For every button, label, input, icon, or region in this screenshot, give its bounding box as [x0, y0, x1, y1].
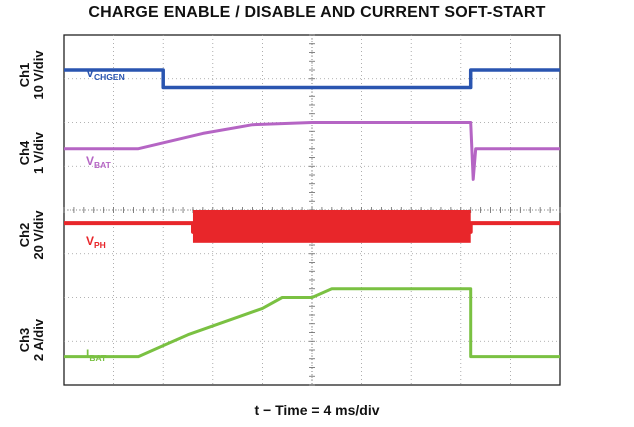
x-axis-label: t − Time = 4 ms/div — [254, 402, 380, 418]
trace-vbat — [64, 121, 560, 181]
ch2-axis-label: Ch2 20 V/div — [17, 190, 48, 280]
label-v-bat: VBAT — [86, 154, 112, 170]
ch4-axis-label: Ch4 1 V/div — [17, 108, 48, 198]
ch1-id: Ch1 — [17, 62, 32, 88]
ch2-id: Ch2 — [17, 222, 32, 248]
ch3-id: Ch3 — [17, 327, 32, 353]
ch4-id: Ch4 — [17, 140, 32, 166]
trace-vchgen — [64, 68, 560, 90]
ch3-axis-label: Ch3 2 A/div — [17, 295, 48, 385]
trace-vph — [64, 221, 560, 234]
ch1-axis-label: Ch1 10 V/div — [17, 30, 48, 120]
chart-title: CHARGE ENABLE / DISABLE AND CURRENT SOFT… — [88, 4, 546, 21]
ch3-scale: 2 A/div — [31, 318, 46, 362]
label-i-bat: IBAT — [86, 347, 107, 363]
trace-labels: VCHGEN VBAT VPH IBAT — [86, 66, 125, 363]
ch4-scale: 1 V/div — [31, 132, 46, 174]
trace-ibat — [64, 287, 560, 359]
traces — [64, 68, 560, 359]
ch2-scale: 20 V/div — [31, 210, 46, 260]
label-v-ph: VPH — [86, 234, 106, 250]
ch1-scale: 10 V/div — [31, 50, 46, 100]
label-v-chgen: VCHGEN — [86, 66, 125, 82]
vph-switching-burst — [192, 210, 471, 243]
